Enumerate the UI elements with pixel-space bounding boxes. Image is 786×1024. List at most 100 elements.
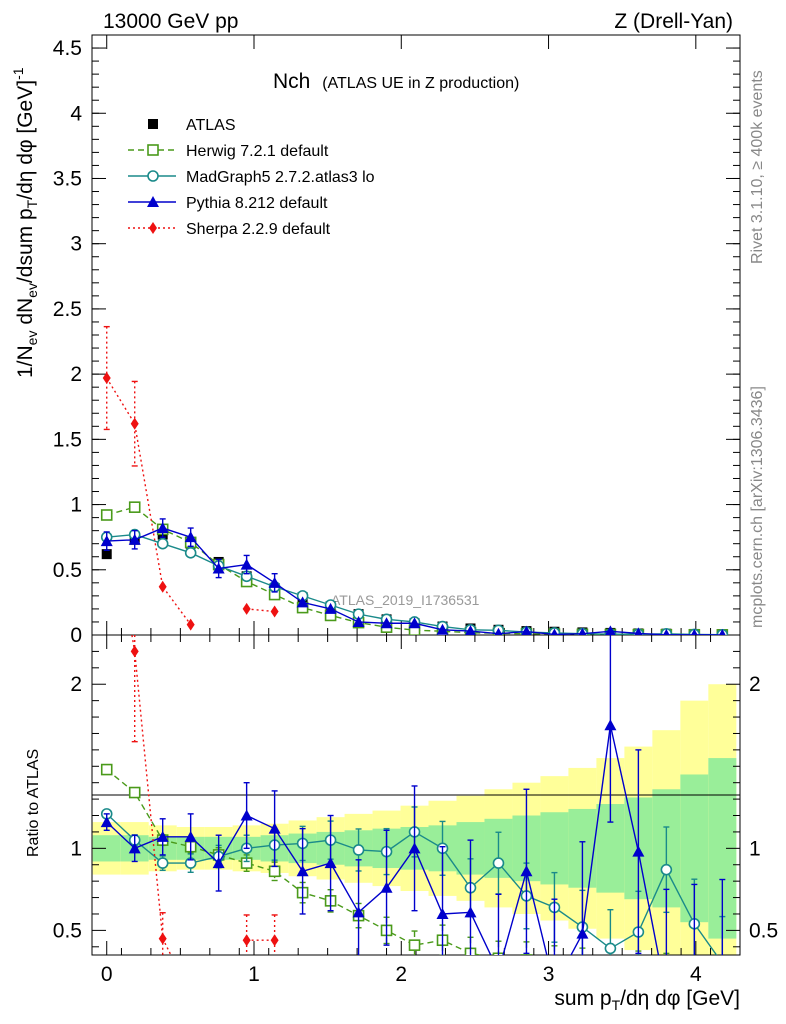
- herwig-point-ratio: [268, 865, 281, 878]
- y-tick-label-ratio-right: 0.5: [749, 919, 778, 942]
- madgraph5-point-ratio: [660, 863, 673, 876]
- plot-title-main: Nch: [273, 70, 310, 93]
- pythia-point-main: [634, 627, 643, 635]
- x-tick-label: 0: [101, 963, 113, 986]
- pythia-point-main: [156, 522, 169, 534]
- pythia-point-ratio: [436, 907, 449, 919]
- pythia-point-main: [100, 535, 113, 547]
- pythia-point-main: [436, 623, 449, 635]
- sherpa-point-main: [158, 580, 167, 593]
- sherpa-point-ratio: [130, 645, 139, 658]
- legend-marker-atlas: [148, 119, 158, 129]
- y-axis-label-ratio: Ratio to ATLAS: [25, 749, 42, 857]
- y-tick-label-ratio: 1: [70, 837, 82, 860]
- pythia-point-ratio: [408, 842, 421, 854]
- x-tick-label: 4: [690, 963, 702, 986]
- pythia-point-main: [521, 625, 532, 635]
- pythia-point-main: [494, 627, 503, 635]
- pythia-point-ratio: [464, 906, 477, 918]
- pythia-point-ratio: [296, 865, 309, 877]
- pythia-point-main: [240, 558, 253, 570]
- y-tick-label-ratio: 0.5: [53, 919, 82, 942]
- madgraph5-point-ratio: [717, 958, 727, 968]
- pythia-point-ratio: [212, 857, 225, 869]
- y-tick-label-ratio-right: 1: [749, 837, 761, 860]
- madgraph5-point-ratio: [156, 857, 169, 869]
- legend-label-pythia: Pythia 8.212 default: [186, 195, 328, 212]
- pythia-point-ratio: [632, 845, 645, 857]
- x-tick-label: 1: [248, 963, 260, 986]
- pythia-point-main: [408, 617, 421, 629]
- sherpa-point-ratio: [270, 934, 279, 947]
- pythia-point-main: [296, 596, 309, 608]
- pythia-point-main: [380, 617, 393, 629]
- herwig-point-ratio: [408, 939, 421, 951]
- y-tick-label-main: 3: [70, 233, 82, 256]
- sherpa-point-ratio: [158, 932, 167, 945]
- sherpa-point-main: [130, 417, 139, 430]
- sherpa-point-main: [270, 605, 279, 618]
- herwig-point-ratio: [128, 786, 141, 799]
- herwig-point-main: [100, 509, 113, 521]
- y-tick-label-main: 3.5: [53, 167, 82, 190]
- pythia-point-main: [605, 625, 616, 635]
- pythia-point-ratio: [520, 865, 533, 877]
- pythia-point-ratio: [380, 881, 393, 893]
- pythia-point-main: [212, 562, 225, 574]
- pythia-point-ratio: [324, 857, 337, 869]
- y-axis-label-main: 1/Nev dNev/dsum pT/dη dφ [GeV]-1: [10, 67, 40, 378]
- legend-marker-herwig: [147, 144, 159, 156]
- y-tick-label-ratio-right: 2: [749, 673, 761, 696]
- pythia-point-ratio: [576, 927, 589, 939]
- madgraph5-point-main: [184, 547, 197, 559]
- mcplots-label: mcplots.cern.ch [arXiv:1306.3436]: [749, 386, 766, 628]
- herwig-point-ratio: [577, 963, 587, 973]
- pythia-point-main: [352, 615, 365, 627]
- pythia-point-ratio: [240, 809, 253, 821]
- plot-title: Nch (ATLAS UE in Z production): [273, 70, 519, 93]
- atlas-point-main: [101, 549, 112, 560]
- y-tick-label-main: 0.5: [53, 559, 82, 582]
- legend-label-madgraph5: MadGraph5 2.7.2.atlas3 lo: [186, 169, 375, 186]
- herwig-point-ratio: [633, 968, 643, 978]
- sherpa-point-main: [102, 372, 111, 385]
- pythia-point-main: [578, 627, 587, 635]
- rivet-label: Rivet 3.1.10, ≥ 400k events: [749, 70, 766, 264]
- legend-marker-sherpa: [149, 222, 157, 234]
- y-tick-label-main: 2.5: [53, 298, 82, 321]
- legend-label-atlas: ATLAS: [186, 117, 236, 134]
- axes: 0 1 2 3 4 0 0.5 1 1.5 2 2.5 3 3.5 4 4.5 0.5 0.5 1 1 2 2: [53, 35, 778, 986]
- sherpa-point-main: [242, 602, 251, 615]
- pythia-point-ratio: [128, 842, 141, 854]
- madgraph5-point-ratio: [352, 844, 365, 856]
- sherpa-line-main: [106, 377, 275, 625]
- legend-marker-madgraph5: [147, 170, 159, 182]
- herwig-point-ratio: [605, 965, 615, 975]
- sherpa-line-ratio: [131, 635, 275, 955]
- process-label: Z (Drell-Yan): [614, 10, 733, 33]
- pythia-point-main: [550, 628, 558, 635]
- sherpa-point-ratio: [103, 481, 111, 493]
- y-tick-label-main: 1: [70, 494, 82, 517]
- legend-label-herwig: Herwig 7.2.1 default: [186, 143, 329, 160]
- herwig-point-ratio: [100, 763, 113, 776]
- y-tick-label-main: 2: [70, 363, 82, 386]
- sherpa-point-ratio: [242, 934, 251, 947]
- pythia-point-main: [324, 602, 337, 614]
- pythia-point-main: [663, 628, 670, 635]
- x-tick-label: 2: [395, 963, 407, 986]
- ratio-series: [100, 481, 727, 1000]
- sherpa-point-ratio: [187, 988, 195, 1000]
- pythia-point-main: [184, 531, 197, 543]
- pythia-point-ratio: [156, 830, 169, 842]
- herwig-line-main: [106, 506, 723, 635]
- pythia-point-main: [128, 533, 141, 545]
- legend-label-sherpa: Sherpa 2.2.9 default: [186, 221, 331, 238]
- analysis-watermark: ATLAS_2019_I1736531: [331, 592, 480, 608]
- pythia-point-main: [719, 628, 726, 635]
- pythia-point-main: [268, 576, 281, 588]
- pythia-point-ratio: [100, 816, 113, 828]
- herwig-point-ratio: [661, 971, 671, 981]
- madgraph5-point-ratio: [492, 857, 505, 869]
